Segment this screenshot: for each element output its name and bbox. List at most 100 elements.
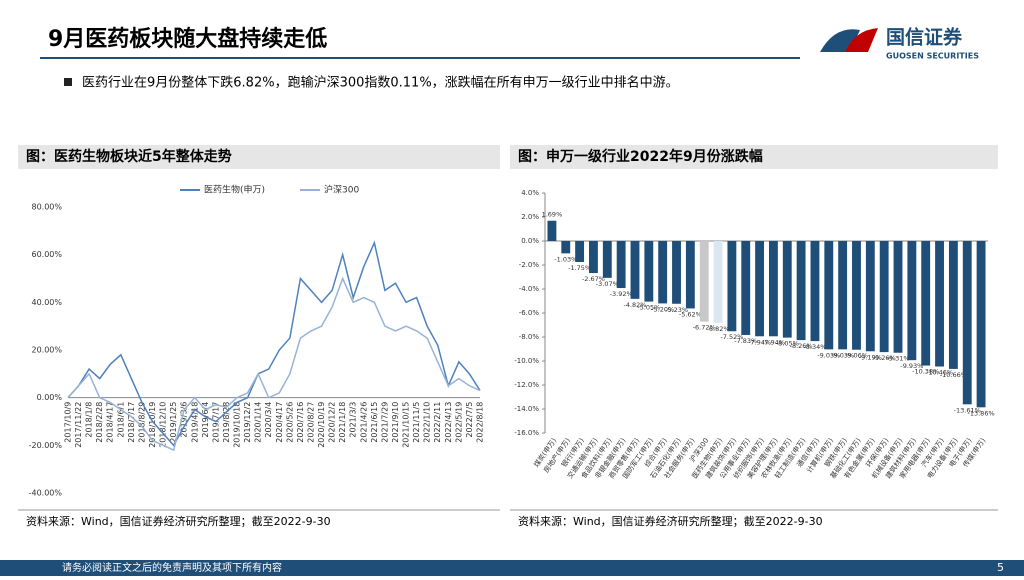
bar [907, 241, 917, 361]
value-label: -7.94% [762, 338, 785, 346]
bar [727, 241, 737, 332]
x-tick-label: 2022/8/18 [476, 402, 485, 443]
bar [782, 241, 792, 338]
bar [865, 241, 875, 352]
bar [852, 241, 861, 350]
bar [824, 241, 834, 350]
y-tick-label: 0.00% [37, 393, 63, 402]
y-tick-label: -2.0% [519, 261, 540, 269]
value-label: -9.03% [817, 351, 840, 359]
chart-title: 图：申万一级行业2022年9月份涨跌幅 [518, 148, 763, 165]
x-tick-label: 2021/3/3 [349, 402, 358, 438]
x-tick-label: 2020/4/17 [275, 402, 284, 443]
x-tick-label: 2021/9/10 [391, 402, 400, 443]
x-tick-label: 2019/6/4 [201, 402, 210, 438]
bar [768, 241, 778, 337]
bar [893, 241, 903, 353]
footer-disclaimer: 请务必阅读正文之后的免责声明及其项下所有内容 [62, 561, 282, 574]
x-tick-label: 2021/1/18 [338, 402, 347, 443]
bar [921, 241, 931, 366]
value-label: -7.83% [734, 337, 757, 345]
value-label: -3.07% [596, 280, 619, 288]
x-tick-label: 2017/10/9 [64, 402, 73, 443]
x-tick-label: 2021/4/26 [359, 402, 368, 443]
bar [948, 241, 958, 369]
source: 资料来源：Wind，国信证券经济研究所整理；截至2022-9-30 [26, 514, 331, 528]
value-label: -9.19% [859, 353, 882, 361]
y-tick-label: -16.0% [514, 429, 539, 437]
x-tick-label: 2019/12/2 [243, 402, 252, 443]
x-tick-label: 2018/12/10 [159, 402, 168, 448]
source: 资料来源：Wind，国信证券经济研究所整理；截至2022-9-30 [518, 514, 823, 528]
bar [575, 241, 585, 262]
bar [796, 241, 806, 341]
value-label: -4.82% [623, 301, 646, 309]
bar [685, 241, 695, 309]
y-tick-label: -6.0% [519, 309, 540, 317]
x-tick-label: 2020/5/26 [285, 402, 294, 443]
y-tick-label: 20.00% [31, 346, 62, 355]
bar [644, 241, 654, 302]
y-tick-label: -10.0% [514, 357, 539, 365]
value-label: -9.26% [873, 354, 896, 362]
value-label: -8.26% [790, 342, 813, 350]
bar [879, 241, 889, 353]
x-tick-label: 2022/7/5 [465, 402, 474, 438]
x-tick-label: 2022/5/19 [454, 402, 463, 443]
logo-en: GUOSEN SECURITIES [886, 52, 979, 61]
value-label: -7.94% [748, 338, 771, 346]
value-label: -3.92% [610, 290, 633, 298]
y-tick-label: 60.00% [31, 250, 62, 259]
value-label: -9.06% [845, 352, 868, 360]
y-tick-label: -20.00% [29, 441, 63, 450]
bar [547, 220, 557, 241]
series-line [67, 240, 481, 447]
bar [699, 241, 709, 322]
slide-title: 9月医药板块随大盘持续走低 [48, 26, 327, 52]
x-tick-label: 2018/6/1 [116, 402, 125, 438]
x-tick-label: 2022/2/11 [433, 402, 442, 443]
x-tick-label: 2022/1/10 [423, 402, 432, 443]
x-tick-label: 2019/8/28 [222, 402, 231, 443]
bar [602, 241, 612, 278]
value-label: -6.82% [707, 325, 730, 333]
panel-header [510, 145, 998, 169]
x-tick-label: 2021/10/15 [402, 402, 411, 448]
y-tick-label: 0.0% [521, 237, 539, 245]
value-label: -10.38% [912, 368, 939, 376]
x-tick-label: 2018/10/19 [148, 402, 157, 448]
y-tick-label: 2.0% [521, 213, 539, 221]
x-tick-label: 2020/8/27 [306, 402, 315, 443]
value-label: -5.20% [651, 305, 674, 313]
y-tick-label: -8.0% [519, 333, 540, 341]
y-tick-label: 40.00% [31, 298, 62, 307]
value-label: -7.52% [720, 333, 743, 341]
x-tick-label: 2018/7/17 [127, 402, 136, 443]
bar [810, 241, 820, 342]
value-label: -5.23% [665, 306, 688, 314]
panel-header [18, 145, 500, 169]
x-tick-label: 2019/4/18 [190, 402, 199, 443]
bar [838, 241, 848, 350]
bar [672, 241, 681, 304]
series-line [67, 276, 481, 452]
value-label: -9.31% [887, 355, 910, 363]
logo [820, 28, 878, 52]
legend-label: 医药生物(申万) [204, 184, 265, 196]
x-tick-label: 2018/1/8 [85, 402, 94, 438]
y-tick-label: 80.00% [31, 203, 62, 212]
x-tick-label: 2020/10/19 [317, 402, 326, 448]
x-tick-label: 2019/3/6 [180, 402, 189, 438]
page-number: 5 [997, 561, 1004, 574]
value-label: -8.05% [776, 340, 799, 348]
x-tick-label: 2019/1/25 [169, 402, 178, 443]
legend-label: 沪深300 [324, 184, 359, 196]
logo-name: 国信证券 [886, 26, 963, 49]
value-label: -5.05% [637, 304, 660, 312]
value-label: 1.69% [542, 211, 563, 219]
x-tick-label: 2020/7/16 [296, 402, 305, 443]
bar [976, 241, 986, 408]
value-label: -1.75% [568, 264, 591, 272]
bar [658, 241, 668, 304]
